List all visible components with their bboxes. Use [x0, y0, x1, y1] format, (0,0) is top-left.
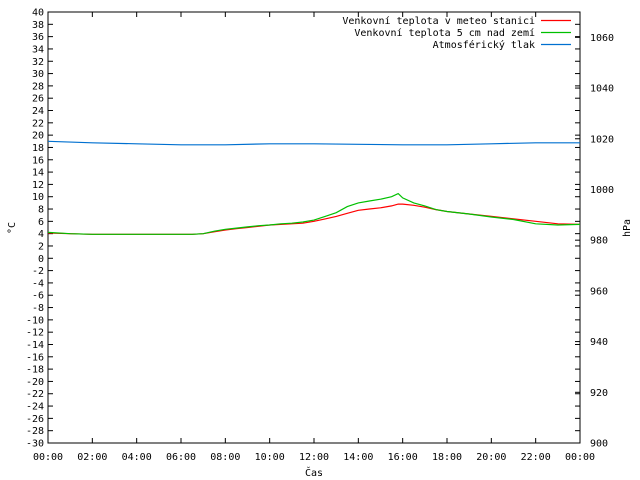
left-tick-label: 18 [32, 143, 44, 154]
legend-label-2: Atmosférický tlak [433, 39, 535, 51]
x-tick-label: 18:00 [432, 452, 462, 463]
left-tick-label: -20 [26, 377, 44, 388]
left-tick-label: 26 [32, 94, 44, 105]
left-tick-label: -8 [32, 303, 44, 314]
right-tick-label: 920 [590, 388, 608, 399]
x-tick-label: 20:00 [476, 452, 506, 463]
left-tick-label: 2 [38, 241, 44, 252]
y-axis-left-label: °C [7, 222, 18, 234]
left-tick-label: 34 [32, 44, 44, 55]
left-tick-label: 32 [32, 57, 44, 68]
x-tick-label: 04:00 [122, 452, 152, 463]
right-tick-label: 1060 [590, 33, 614, 44]
plot-frame [47, 11, 581, 444]
left-tick-label: 0 [38, 254, 44, 265]
series-line-1 [47, 192, 581, 235]
left-tick-label: -16 [26, 352, 44, 363]
left-tick-label: -24 [26, 402, 44, 413]
left-tick-label: 12 [32, 180, 44, 191]
left-tick-label: -6 [32, 291, 44, 302]
left-tick-label: -10 [26, 315, 44, 326]
right-tick-label: 980 [590, 236, 608, 247]
left-tick-label: -2 [32, 266, 44, 277]
series-line-0 [47, 203, 581, 235]
left-tick-label: 6 [38, 217, 44, 228]
x-tick-label: 00:00 [33, 452, 63, 463]
right-tick-label: 900 [590, 439, 608, 450]
right-tick-label: 1020 [590, 134, 614, 145]
left-tick-label: 14 [32, 168, 44, 179]
legend-label-1: Venkovní teplota 5 cm nad zemí [354, 27, 535, 39]
legend-label-0: Venkovní teplota v meteo stanici [342, 15, 535, 27]
left-tick-label: 8 [38, 205, 44, 216]
right-tick-label: 960 [590, 286, 608, 297]
series-line-2 [47, 140, 580, 146]
right-tick-label: 1040 [590, 84, 614, 95]
left-tick-label: 4 [38, 229, 44, 240]
series-layer [47, 140, 581, 235]
left-tick-label: 24 [32, 106, 44, 117]
left-tick-label: 16 [32, 155, 44, 166]
x-tick-label: 22:00 [521, 452, 551, 463]
x-tick-label: 08:00 [210, 452, 240, 463]
left-tick-label: 10 [32, 192, 44, 203]
right-tick-label: 1000 [590, 185, 614, 196]
x-tick-label: 00:00 [565, 452, 595, 463]
x-tick-label: 06:00 [166, 452, 196, 463]
x-tick-label: 16:00 [388, 452, 418, 463]
right-axis-ticks: 900 920 940 960 980 1000 1020 1040 1060 [575, 33, 614, 450]
x-tick-label: 12:00 [299, 452, 329, 463]
left-tick-label: 20 [32, 131, 44, 142]
x-axis-label: Čas [305, 466, 323, 479]
left-tick-label: 28 [32, 81, 44, 92]
left-tick-label: -28 [26, 426, 44, 437]
left-axis-ticks: -30-28-26-24-22-20-18-16-14-12-10-8-6-4-… [26, 8, 580, 450]
left-tick-label: 38 [32, 20, 44, 31]
left-tick-label: 30 [32, 69, 44, 80]
y-axis-right-label: hPa [622, 219, 633, 237]
left-tick-label: 22 [32, 118, 44, 129]
left-tick-label: -26 [26, 414, 44, 425]
x-tick-label: 14:00 [343, 452, 373, 463]
left-tick-label: -18 [26, 365, 44, 376]
left-tick-label: -30 [26, 439, 44, 450]
x-axis-ticks: 00:00 02:00 04:00 06:00 08:00 10:00 12:00 14:00… [33, 12, 595, 463]
x-tick-label: 02:00 [77, 452, 107, 463]
left-tick-label: -4 [32, 278, 44, 289]
left-tick-label: -22 [26, 389, 44, 400]
x-tick-label: 10:00 [255, 452, 285, 463]
legend: Venkovní teplota v meteo staniciVenkovní… [342, 15, 571, 51]
right-tick-label: 940 [590, 337, 608, 348]
left-tick-label: -14 [26, 340, 44, 351]
left-tick-label: 36 [32, 32, 44, 43]
left-tick-label: 40 [32, 8, 44, 19]
left-tick-label: -12 [26, 328, 44, 339]
